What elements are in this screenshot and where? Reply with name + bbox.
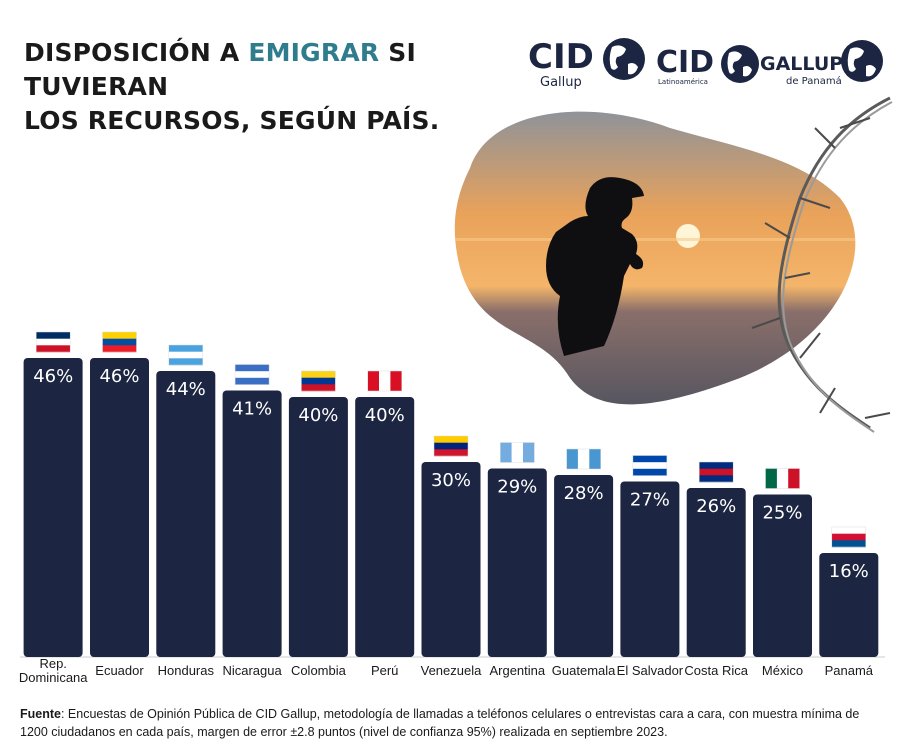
globe-icon <box>721 45 759 83</box>
flag-icon-0 <box>35 331 71 353</box>
bar-6 <box>421 462 481 657</box>
cid-latam-logo-main: CID <box>656 45 714 80</box>
bar-7 <box>487 468 547 657</box>
cid-latam-logo-sub: Latinoamérica <box>658 78 708 86</box>
value-label-5: 40% <box>365 405 405 426</box>
value-label-11: 25% <box>762 503 802 524</box>
category-label-1: Ecuador <box>95 663 144 678</box>
category-label-5: Perú <box>371 663 398 678</box>
bar-3 <box>222 390 282 657</box>
bar-8 <box>554 475 614 657</box>
value-label-12: 16% <box>829 561 869 582</box>
category-label-11: México <box>762 663 803 678</box>
category-label-8: Guatemala <box>552 663 616 678</box>
category-label-0: Rep. Dominicana <box>19 656 88 685</box>
category-label-10: Costa Rica <box>684 663 748 678</box>
category-label-6: Venezuela <box>421 663 482 678</box>
gallup-panama-logo: GALLUP de Panamá <box>760 40 883 87</box>
bar-5 <box>355 397 415 657</box>
bar-12 <box>819 553 879 657</box>
bar-chart: 46% Rep. Dominicana 46% Ecuador 44% Honduras 41… <box>19 331 885 685</box>
flag-icon-4 <box>301 370 336 392</box>
value-label-0: 46% <box>33 366 73 387</box>
cid-gallup-logo-sub: Gallup <box>540 75 582 90</box>
flag-icon-6 <box>433 435 469 457</box>
cid-latinoamerica-logo: CID Latinoamérica <box>656 45 759 86</box>
value-label-4: 40% <box>298 405 338 426</box>
person-silhouette <box>546 177 644 356</box>
flag-icon-5 <box>367 370 402 392</box>
footnote: Fuente: Encuestas de Opinión Pública de … <box>20 705 880 741</box>
value-label-2: 44% <box>166 379 206 400</box>
category-label-12: Panamá <box>825 663 874 678</box>
bar-2 <box>156 371 216 657</box>
migrant-sunset-photo <box>454 96 893 433</box>
flag-icon-3 <box>234 364 270 385</box>
value-label-1: 46% <box>99 366 139 387</box>
title-part1: DISPOSICIÓN A <box>24 38 249 67</box>
barbed-wire <box>751 96 893 433</box>
category-label-4: Colombia <box>291 663 347 678</box>
category-label-2: Honduras <box>158 663 215 678</box>
bar-9 <box>620 481 680 657</box>
value-label-7: 29% <box>497 477 537 498</box>
gallup-panama-logo-main: GALLUP <box>760 53 843 75</box>
title-line2: LOS RECURSOS, SEGÚN PAÍS. <box>24 106 440 135</box>
value-label-10: 26% <box>696 496 736 517</box>
footnote-text: : Encuestas de Opinión Pública de CID Ga… <box>20 707 860 739</box>
globe-icon <box>841 40 883 82</box>
value-label-3: 41% <box>232 399 272 420</box>
category-label-7: Argentina <box>489 663 545 678</box>
bar-11 <box>753 494 812 657</box>
value-label-9: 27% <box>630 490 670 511</box>
bar-1 <box>90 358 149 657</box>
bar-0 <box>23 358 83 657</box>
logos: CID Gallup CID Latinoamérica GALLUP de P… <box>528 37 883 90</box>
value-label-6: 30% <box>431 470 471 491</box>
title-accent: EMIGRAR <box>248 38 380 67</box>
flag-icon-8 <box>566 448 601 470</box>
globe-icon <box>603 38 645 80</box>
value-label-8: 28% <box>564 483 604 504</box>
footnote-label: Fuente <box>20 707 61 721</box>
chart-title: DISPOSICIÓN A EMIGRAR SI TUVIERAN LOS REC… <box>24 36 524 138</box>
bar-10 <box>686 488 746 657</box>
category-label-9: El Salvador <box>617 663 684 678</box>
flag-icon-10 <box>698 461 734 483</box>
cid-gallup-logo: CID Gallup <box>528 37 645 90</box>
category-label-3: Nicaragua <box>222 663 282 678</box>
flag-icon-2 <box>168 344 204 366</box>
gallup-panama-logo-sub: de Panamá <box>786 75 842 87</box>
flag-icon-7 <box>500 442 535 463</box>
bar-4 <box>288 397 348 657</box>
flag-icon-12 <box>831 526 867 548</box>
title-part2: SI TUVIERAN <box>24 38 416 101</box>
flag-icon-11 <box>765 468 800 489</box>
cid-gallup-logo-main: CID <box>528 37 594 77</box>
flag-icon-1 <box>102 331 137 353</box>
flag-icon-9 <box>632 455 668 476</box>
